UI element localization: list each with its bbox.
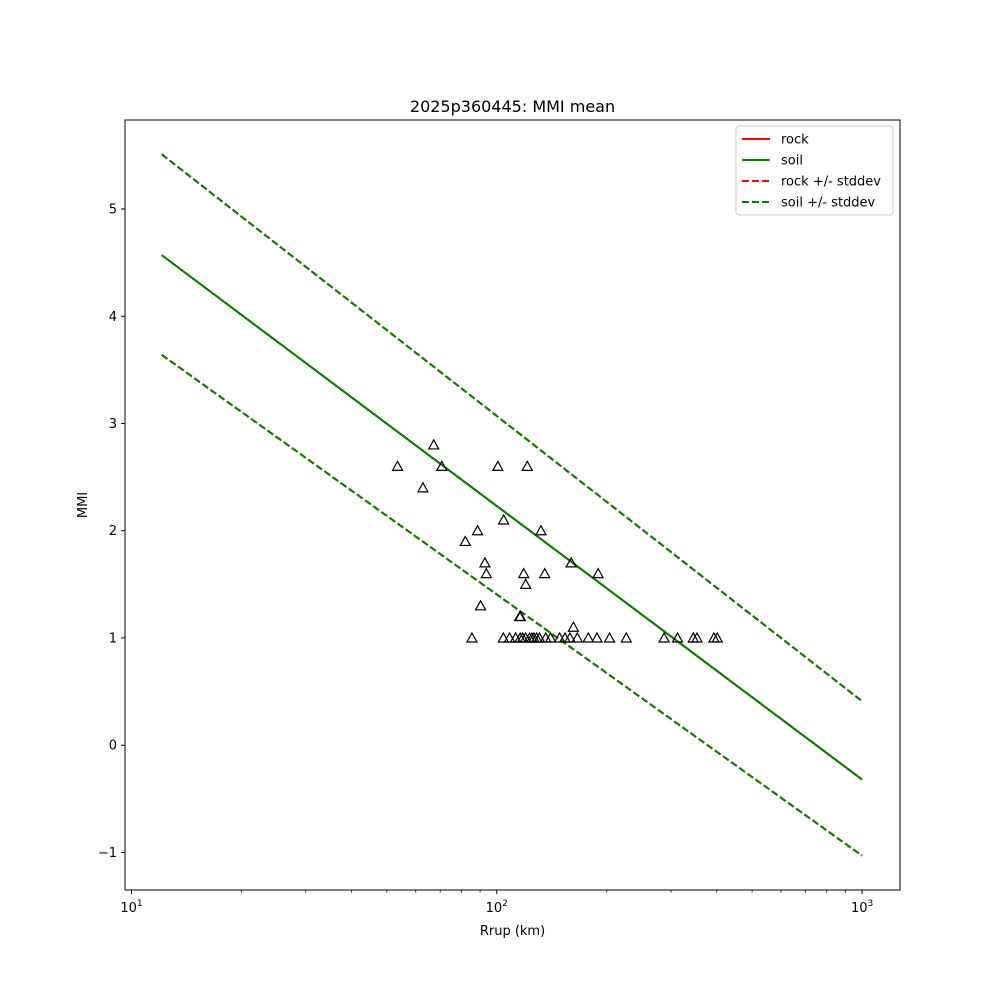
y-tick-label-2: 1	[109, 631, 117, 646]
legend-label-3: soil +/- stddev	[781, 196, 876, 211]
observation-point-38	[571, 631, 584, 643]
observation-point-4	[459, 535, 472, 547]
observation-point-16	[592, 567, 605, 579]
observation-point-37	[563, 631, 576, 643]
observation-point-1	[416, 481, 429, 493]
observation-point-3	[435, 460, 448, 471]
observation-point-22	[497, 631, 510, 643]
observation-point-18	[519, 578, 532, 589]
legend-label-1: soil	[781, 154, 803, 169]
y-tick-label-1: 0	[109, 739, 117, 754]
observation-point-20	[514, 610, 527, 622]
x-tick-base-1: 10	[486, 901, 503, 916]
observation-point-42	[620, 631, 633, 643]
observation-point-44	[671, 631, 684, 643]
observation-point-0	[391, 460, 404, 471]
observation-point-40	[590, 631, 604, 643]
legend: rock soil rock +/- stddev soil +/- stddev	[735, 125, 894, 216]
y-tick-label-0: −1	[98, 846, 117, 861]
series-line-3	[161, 153, 863, 703]
observation-point-17	[517, 567, 530, 579]
observation-point-41	[603, 631, 616, 643]
series-line-3-lower	[161, 354, 863, 857]
axes-frame	[124, 119, 901, 891]
x-tick-base-0: 10	[120, 901, 137, 916]
legend-box	[735, 125, 894, 216]
observation-point-6	[474, 599, 487, 611]
observation-point-13	[534, 524, 547, 536]
x-tick-exponent-0: 1	[137, 899, 143, 909]
observation-point-43	[658, 631, 671, 643]
observation-point-48	[711, 631, 724, 643]
observation-point-21	[567, 621, 580, 632]
observation-point-12	[521, 460, 534, 471]
y-tick-label-5: 4	[109, 310, 117, 325]
x-tick-base-2: 10	[851, 901, 868, 916]
series-line-1	[161, 254, 863, 781]
observation-point-9	[465, 631, 478, 643]
y-tick-label-3: 2	[109, 524, 117, 539]
observation-point-34	[544, 631, 557, 643]
x-tick-label-0: 101	[120, 899, 142, 916]
x-tick-exponent-1: 2	[502, 899, 508, 909]
observation-point-39	[582, 631, 595, 643]
legend-label-2: rock +/- stddev	[781, 175, 881, 190]
y-tick-label-4: 3	[109, 417, 117, 432]
observation-point-2	[427, 438, 440, 450]
observation-point-23	[503, 631, 516, 643]
legend-label-0: rock	[781, 133, 809, 148]
observation-markers	[391, 438, 724, 643]
observation-point-10	[491, 460, 504, 471]
observation-point-8	[480, 567, 493, 579]
observation-point-14	[538, 567, 551, 579]
x-tick-exponent-2: 3	[867, 899, 873, 909]
observation-point-7	[478, 556, 491, 568]
x-axis-label: Rrup (km)	[480, 924, 545, 939]
observation-point-15	[565, 556, 578, 568]
observation-point-5	[471, 524, 484, 536]
y-axis-label: MMI	[76, 492, 91, 518]
observation-point-46	[691, 631, 704, 643]
observation-point-32	[533, 631, 546, 643]
chart-title: 2025p360445: MMI mean	[410, 97, 615, 116]
x-tick-label-1: 102	[486, 899, 508, 916]
y-tick-label-6: 5	[109, 203, 117, 218]
observation-point-11	[497, 513, 510, 525]
x-tick-label-2: 103	[851, 899, 873, 916]
plot-area	[161, 153, 863, 857]
